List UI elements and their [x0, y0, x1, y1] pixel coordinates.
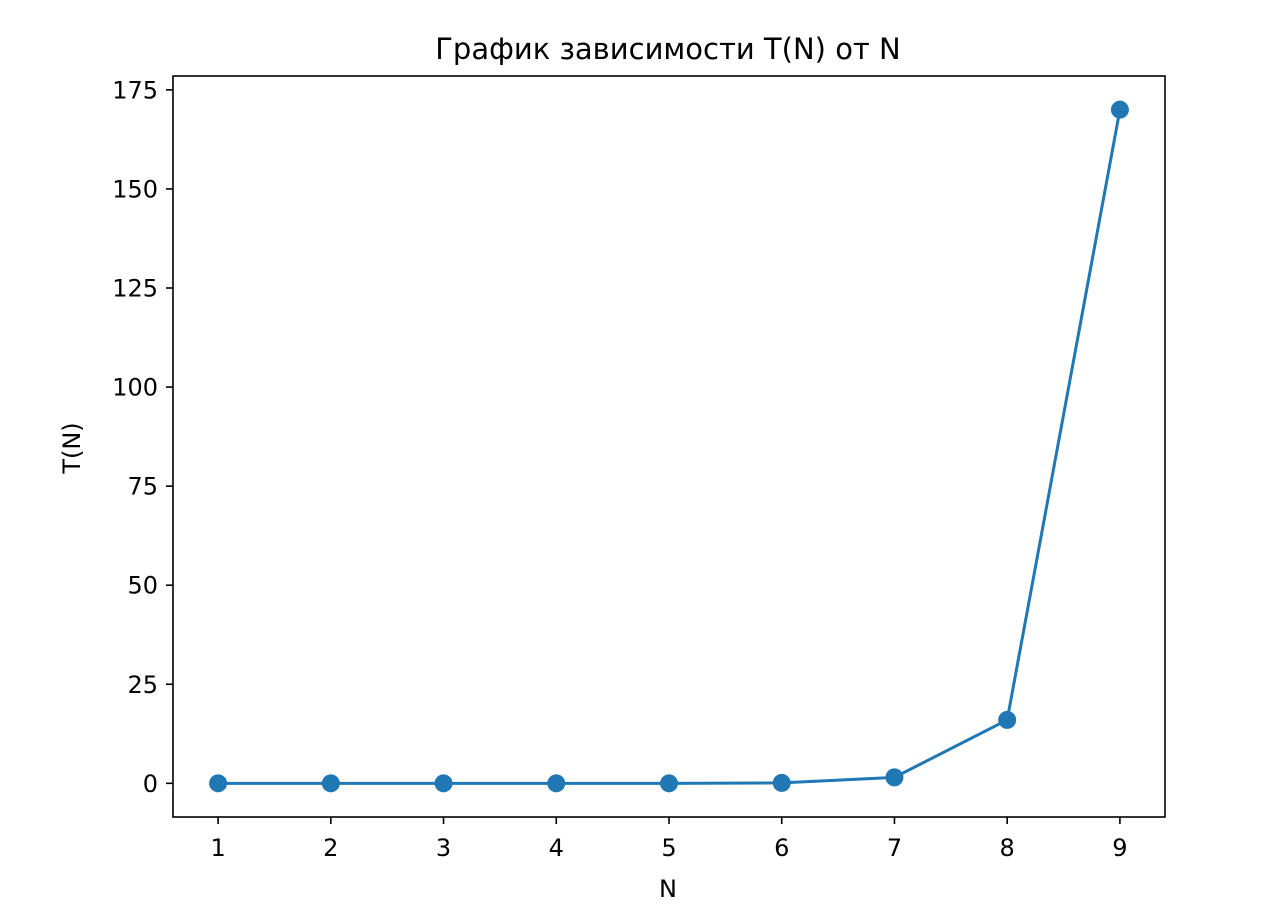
y-axis-title: T(N) — [58, 422, 86, 474]
data-point — [321, 774, 340, 793]
x-axis-ticks: 1 2 3 4 5 6 7 8 9 — [210, 817, 1128, 862]
y-tick-label: 100 — [112, 374, 158, 402]
data-point — [434, 774, 453, 793]
x-tick-label: 7 — [887, 834, 902, 862]
y-axis-ticks: 0 25 50 75 100 125 150 175 — [112, 76, 173, 798]
y-tick-label: 0 — [143, 770, 158, 798]
data-point — [209, 774, 228, 793]
series-layer — [209, 100, 1129, 793]
y-tick-label: 75 — [127, 473, 158, 501]
x-tick-label: 4 — [549, 834, 564, 862]
y-tick-label: 150 — [112, 175, 158, 203]
y-tick-label: 125 — [112, 274, 158, 302]
x-tick-label: 1 — [210, 834, 225, 862]
data-point — [547, 774, 566, 793]
x-tick-label: 5 — [661, 834, 676, 862]
y-tick-label: 50 — [127, 572, 158, 600]
y-tick-label: 25 — [127, 671, 158, 699]
x-axis-title: N — [659, 875, 677, 903]
data-point — [772, 773, 791, 792]
plot-frame — [172, 75, 1166, 818]
y-tick-label: 175 — [112, 76, 158, 104]
data-point — [885, 768, 904, 787]
data-point — [1110, 100, 1129, 119]
chart-title: График зависимости T(N) от N — [435, 32, 901, 66]
x-tick-label: 6 — [774, 834, 789, 862]
x-tick-label: 2 — [323, 834, 338, 862]
data-point — [660, 774, 678, 793]
data-point — [998, 710, 1017, 729]
x-tick-label: 3 — [436, 834, 451, 862]
x-tick-label: 9 — [1112, 834, 1127, 862]
x-tick-label: 8 — [1000, 834, 1015, 862]
